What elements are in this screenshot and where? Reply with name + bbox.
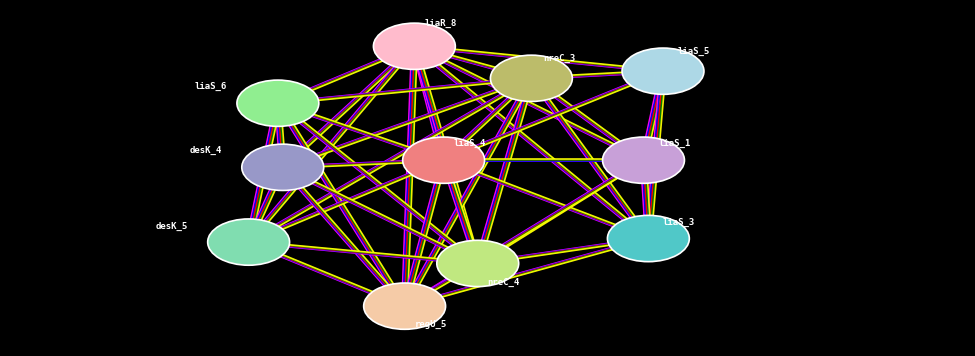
Text: desK_4: desK_4 — [190, 146, 222, 155]
Ellipse shape — [622, 48, 704, 94]
Ellipse shape — [208, 219, 290, 265]
Ellipse shape — [237, 80, 319, 126]
Text: liaS_5: liaS_5 — [678, 47, 710, 56]
Ellipse shape — [373, 23, 455, 69]
Ellipse shape — [364, 283, 446, 329]
Ellipse shape — [437, 240, 519, 287]
Text: nreC_4: nreC_4 — [488, 277, 520, 287]
Ellipse shape — [603, 137, 684, 183]
Text: liaS_6: liaS_6 — [195, 82, 227, 91]
Ellipse shape — [242, 144, 324, 190]
Text: liaR_8: liaR_8 — [424, 19, 456, 28]
Text: liaS_4: liaS_4 — [453, 138, 486, 148]
Text: desK_5: desK_5 — [156, 221, 188, 231]
Text: liaS_3: liaS_3 — [663, 218, 695, 227]
Ellipse shape — [607, 215, 689, 262]
Text: regU_5: regU_5 — [414, 320, 447, 329]
Text: liaS_1: liaS_1 — [658, 138, 690, 148]
Ellipse shape — [490, 55, 572, 101]
Text: nreC_3: nreC_3 — [543, 54, 575, 63]
Ellipse shape — [403, 137, 485, 183]
